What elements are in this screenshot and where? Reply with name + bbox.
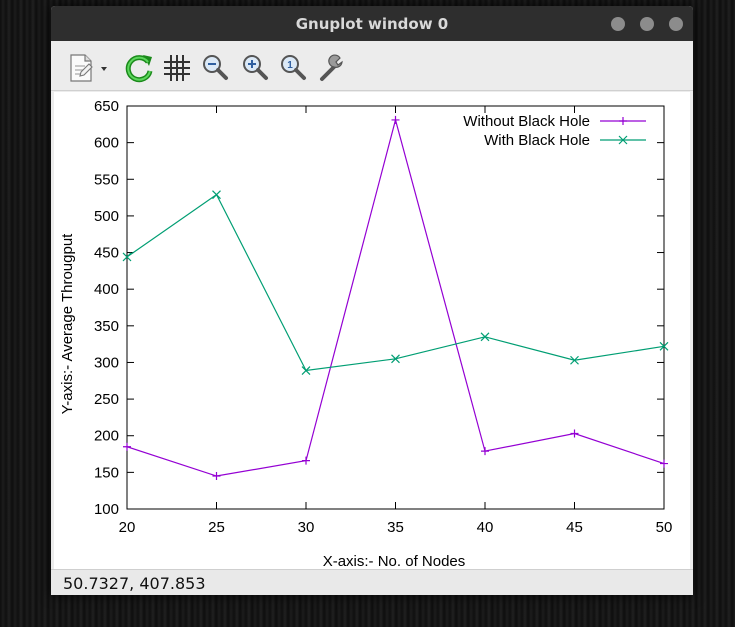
x-tick-label: 20 xyxy=(119,519,136,536)
data-point-cross xyxy=(480,332,490,342)
data-point-cross xyxy=(570,355,579,365)
x-tick-label: 35 xyxy=(387,519,404,536)
zoom-previous-button[interactable] xyxy=(199,52,231,84)
zoom-out-icon xyxy=(203,55,228,80)
zoom-next-button[interactable] xyxy=(239,52,271,84)
x-tick-label: 40 xyxy=(477,519,494,536)
series-line-1 xyxy=(126,117,665,477)
plot-border xyxy=(126,105,665,510)
y-tick-label: 500 xyxy=(94,208,119,225)
export-button[interactable] xyxy=(65,52,109,84)
y-tick-label: 450 xyxy=(94,245,119,262)
y-tick-label: 150 xyxy=(94,464,119,481)
data-point-plus xyxy=(660,459,668,468)
y-tick-label: 200 xyxy=(94,428,119,445)
cursor-coordinates: 50.7327, 407.853 xyxy=(63,574,206,593)
minimize-button[interactable] xyxy=(611,17,625,31)
x-tick-label: 30 xyxy=(298,519,315,536)
window-controls xyxy=(611,17,683,31)
gnuplot-window: Gnuplot window 0 xyxy=(51,6,693,595)
replot-icon xyxy=(125,55,153,83)
data-point-cross xyxy=(618,135,628,145)
y-tick-label: 400 xyxy=(94,281,119,298)
title-bar[interactable]: Gnuplot window 0 xyxy=(51,6,693,41)
status-bar: 50.7327, 407.853 xyxy=(51,569,693,595)
y-tick-label: 250 xyxy=(94,391,119,408)
settings-icon xyxy=(320,54,343,81)
y-tick-label: 650 xyxy=(94,98,119,115)
legend-label-2: With Black Hole xyxy=(484,132,590,149)
close-button[interactable] xyxy=(669,17,683,31)
data-point-plus xyxy=(619,117,627,125)
data-point-cross xyxy=(212,190,221,200)
window-title: Gnuplot window 0 xyxy=(295,14,449,33)
series-line-2 xyxy=(126,193,665,372)
data-point-plus xyxy=(123,442,131,451)
data-point-cross xyxy=(659,341,669,351)
data-point-plus xyxy=(570,429,579,438)
svg-text:1: 1 xyxy=(287,60,293,71)
export-icon xyxy=(70,54,107,82)
y-tick-label: 550 xyxy=(94,171,119,188)
data-point-plus xyxy=(212,472,221,481)
y-tick-label: 300 xyxy=(94,354,119,371)
plot-canvas[interactable]: 100 150 200 250 300 350 400 450 500 550 600 650 20 25… xyxy=(54,92,690,570)
data-point-plus xyxy=(391,115,400,124)
autoscale-button[interactable]: 1 xyxy=(277,52,309,84)
zoom-reset-icon: 1 xyxy=(281,55,306,80)
legend-label-1: Without Black Hole xyxy=(463,113,590,130)
x-axis-label: X-axis:- No. of Nodes xyxy=(323,553,466,570)
data-point-plus xyxy=(302,456,310,465)
y-tick-label: 600 xyxy=(94,135,119,152)
y-tick-label: 350 xyxy=(94,318,119,335)
y-tick-label: 100 xyxy=(94,501,119,518)
replot-button[interactable] xyxy=(123,52,155,84)
grid-icon xyxy=(164,55,190,81)
grid-button[interactable] xyxy=(161,52,193,84)
zoom-in-icon xyxy=(243,55,268,80)
data-point-cross xyxy=(391,354,400,364)
data-point-cross xyxy=(122,252,132,262)
settings-button[interactable] xyxy=(317,52,349,84)
y-axis-label: Y-axis:- Average Througput xyxy=(59,233,76,415)
maximize-button[interactable] xyxy=(640,17,654,31)
x-tick-label: 50 xyxy=(656,519,673,536)
data-point-plus xyxy=(481,447,489,456)
toolbar: 1 xyxy=(51,42,693,91)
x-tick-label: 45 xyxy=(566,519,583,536)
line-chart: 100 150 200 250 300 350 400 450 500 550 600 650 20 25… xyxy=(59,98,673,570)
x-tick-label: 25 xyxy=(208,519,225,536)
data-point-cross xyxy=(301,366,311,375)
